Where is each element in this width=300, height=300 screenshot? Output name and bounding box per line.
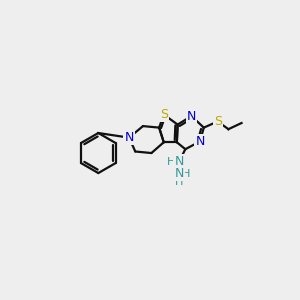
Text: N: N [175, 155, 184, 168]
Text: H: H [182, 169, 190, 179]
Text: N: N [195, 135, 205, 148]
Text: N: N [187, 110, 196, 123]
Text: S: S [214, 115, 222, 128]
Text: H: H [175, 177, 183, 187]
Text: S: S [160, 108, 168, 121]
Text: N: N [124, 131, 134, 144]
Text: H: H [167, 157, 175, 166]
Text: N: N [175, 167, 184, 180]
